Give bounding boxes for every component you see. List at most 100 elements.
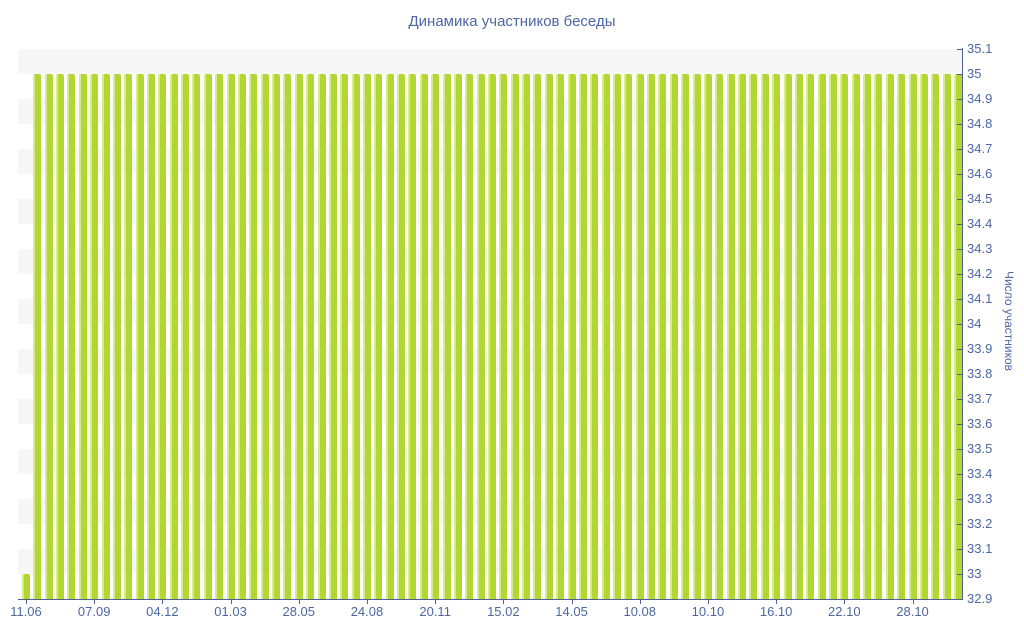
bar[interactable] bbox=[44, 74, 53, 599]
bar[interactable] bbox=[715, 74, 724, 599]
bar[interactable] bbox=[556, 74, 565, 599]
bar[interactable] bbox=[669, 74, 678, 599]
bar[interactable] bbox=[237, 74, 246, 599]
bar[interactable] bbox=[112, 74, 121, 599]
y-tick-label: 34.4 bbox=[967, 216, 993, 231]
bar[interactable] bbox=[749, 74, 758, 599]
bar[interactable] bbox=[203, 74, 212, 599]
bar[interactable] bbox=[351, 74, 360, 599]
bar[interactable] bbox=[465, 74, 474, 599]
bar[interactable] bbox=[124, 74, 133, 599]
bar[interactable] bbox=[90, 74, 99, 599]
bar[interactable] bbox=[624, 74, 633, 599]
bar[interactable] bbox=[817, 74, 826, 599]
y-tick bbox=[957, 399, 962, 400]
bar[interactable] bbox=[681, 74, 690, 599]
bar[interactable] bbox=[613, 74, 622, 599]
y-tick-label: 34 bbox=[967, 316, 982, 331]
x-tick-label: 10.10 bbox=[691, 604, 725, 619]
bar[interactable] bbox=[772, 74, 781, 599]
x-tick bbox=[912, 600, 914, 604]
bar[interactable] bbox=[374, 74, 383, 599]
bar[interactable] bbox=[908, 74, 917, 599]
bar[interactable] bbox=[317, 74, 326, 599]
bar[interactable] bbox=[578, 74, 587, 599]
bar[interactable] bbox=[828, 74, 837, 599]
x-tick-label: 14.05 bbox=[555, 604, 588, 619]
bar[interactable] bbox=[147, 74, 156, 599]
y-tick-label: 34.2 bbox=[967, 266, 993, 281]
bar[interactable] bbox=[954, 74, 962, 599]
bar[interactable] bbox=[453, 74, 462, 599]
bar[interactable] bbox=[488, 74, 496, 599]
bar[interactable] bbox=[340, 74, 349, 599]
bar[interactable] bbox=[67, 74, 76, 599]
bar[interactable] bbox=[362, 74, 371, 599]
bar[interactable] bbox=[760, 74, 769, 599]
bar[interactable] bbox=[851, 74, 860, 599]
bar[interactable] bbox=[794, 74, 803, 599]
bar[interactable] bbox=[919, 74, 928, 599]
bar[interactable] bbox=[328, 74, 337, 599]
bar[interactable] bbox=[397, 74, 406, 599]
bar[interactable] bbox=[703, 74, 712, 599]
bar[interactable] bbox=[783, 74, 792, 599]
bar[interactable] bbox=[544, 74, 553, 599]
x-tick bbox=[366, 600, 368, 604]
bar[interactable] bbox=[101, 74, 110, 599]
bar[interactable] bbox=[533, 74, 542, 599]
bar[interactable] bbox=[260, 74, 269, 599]
bar[interactable] bbox=[885, 74, 894, 599]
y-tick bbox=[957, 449, 962, 450]
bar[interactable] bbox=[726, 74, 735, 599]
bar[interactable] bbox=[840, 74, 849, 599]
bar[interactable] bbox=[283, 74, 292, 599]
y-tick-label: 34.5 bbox=[967, 191, 993, 206]
y-tick bbox=[957, 499, 962, 500]
bar[interactable] bbox=[897, 74, 906, 599]
bar[interactable] bbox=[658, 74, 667, 599]
y-tick-label: 33.6 bbox=[967, 416, 993, 431]
bar[interactable] bbox=[408, 74, 417, 599]
bar[interactable] bbox=[181, 74, 190, 599]
bar[interactable] bbox=[385, 74, 394, 599]
bar[interactable] bbox=[590, 74, 599, 599]
x-tick-label: 01.03 bbox=[214, 604, 247, 619]
y-tick bbox=[957, 274, 962, 275]
bar[interactable] bbox=[476, 74, 485, 599]
bar[interactable] bbox=[635, 74, 644, 599]
bar[interactable] bbox=[567, 74, 576, 599]
bar[interactable] bbox=[431, 74, 440, 599]
bar[interactable] bbox=[135, 74, 144, 599]
bar[interactable] bbox=[249, 74, 258, 599]
bar[interactable] bbox=[499, 74, 508, 599]
bar[interactable] bbox=[169, 74, 178, 599]
y-tick-label: 34.9 bbox=[967, 91, 993, 106]
x-tick bbox=[639, 600, 641, 604]
bar[interactable] bbox=[192, 74, 201, 599]
bar[interactable] bbox=[226, 74, 235, 599]
bar[interactable] bbox=[692, 74, 701, 599]
bar[interactable] bbox=[215, 74, 224, 599]
bar[interactable] bbox=[419, 74, 428, 599]
bar[interactable] bbox=[647, 74, 656, 599]
bar[interactable] bbox=[601, 74, 610, 599]
bar[interactable] bbox=[442, 74, 451, 599]
bar[interactable] bbox=[510, 74, 519, 599]
bar[interactable] bbox=[33, 74, 42, 599]
bar[interactable] bbox=[738, 74, 747, 599]
bar[interactable] bbox=[22, 574, 30, 599]
bar[interactable] bbox=[272, 74, 281, 599]
bar[interactable] bbox=[931, 74, 940, 599]
y-tick bbox=[957, 199, 962, 200]
bar[interactable] bbox=[306, 74, 315, 599]
bar[interactable] bbox=[78, 74, 87, 599]
bar[interactable] bbox=[158, 74, 167, 599]
bar[interactable] bbox=[863, 74, 872, 599]
bar[interactable] bbox=[56, 74, 65, 599]
bar[interactable] bbox=[294, 74, 303, 599]
bar[interactable] bbox=[942, 74, 951, 599]
bar[interactable] bbox=[522, 74, 531, 599]
bar[interactable] bbox=[874, 74, 883, 599]
bar[interactable] bbox=[806, 74, 815, 599]
